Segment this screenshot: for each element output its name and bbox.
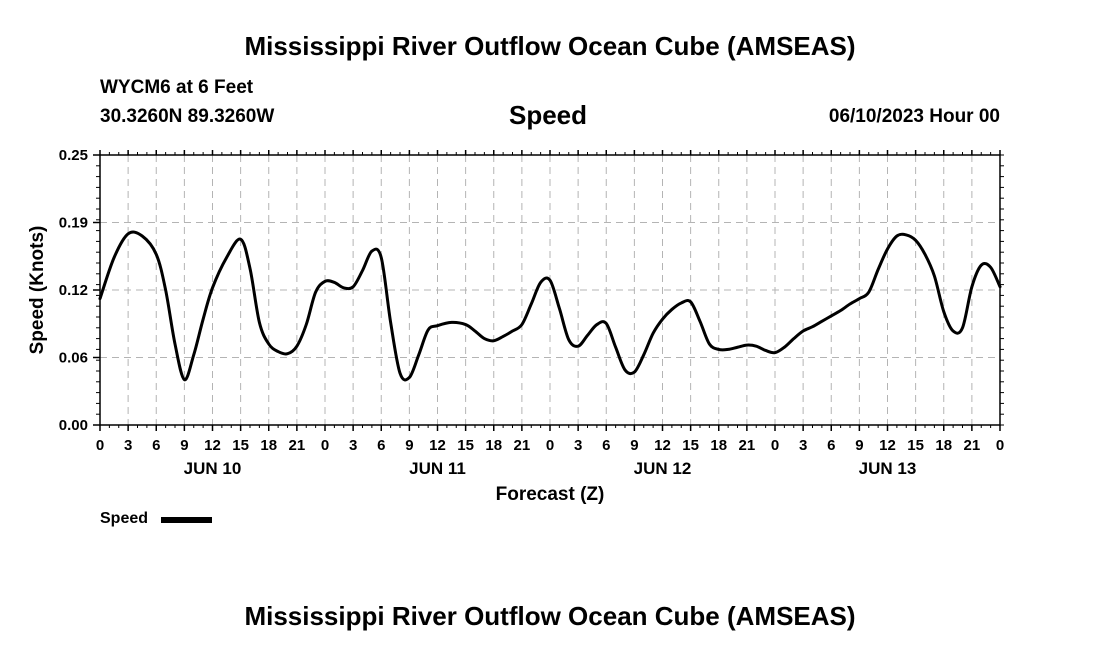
x-tick-label: 18 (710, 437, 727, 454)
x-tick-label: 0 (321, 437, 329, 454)
legend-swatch (161, 517, 212, 523)
x-tick-label: 18 (485, 437, 502, 454)
legend-label: Speed (100, 510, 149, 527)
y-tick-label: 0.06 (59, 350, 88, 367)
variable-title: Speed (509, 100, 588, 130)
x-tick-label: 6 (602, 437, 610, 454)
day-labels: JUN 10 JUN 11 JUN 12 JUN 13 (184, 459, 917, 478)
x-tick-label: 3 (124, 437, 132, 454)
x-tick-label: 15 (232, 437, 249, 454)
x-tick-label: 12 (879, 437, 896, 454)
x-tick-label: 21 (289, 437, 306, 454)
x-tick-label: 12 (429, 437, 446, 454)
x-tick-label: 21 (514, 437, 531, 454)
x-tick-label: 6 (827, 437, 835, 454)
chart-main-title: Mississippi River Outflow Ocean Cube (AM… (244, 31, 856, 61)
x-tick-label: 3 (799, 437, 807, 454)
x-tick-label: 18 (260, 437, 277, 454)
x-tick-label: 0 (546, 437, 554, 454)
x-axis-label: Forecast (Z) (496, 484, 605, 505)
speed-chart: 0.00 0.06 0.12 0.19 0.25 0 3 6 9 12 15 18 21 0 3 6 9 12 1… (27, 147, 1004, 505)
day-label: JUN 11 (409, 459, 466, 478)
y-tick-label: 0.12 (59, 282, 88, 299)
x-tick-label: 3 (349, 437, 357, 454)
x-tick-label: 15 (457, 437, 474, 454)
x-tick-label: 15 (907, 437, 924, 454)
y-axis-label: Speed (Knots) (27, 226, 48, 355)
x-tick-label: 0 (771, 437, 779, 454)
day-label: JUN 10 (184, 459, 242, 478)
x-tick-label: 6 (377, 437, 385, 454)
station-coordinates: 30.3260N 89.3260W (100, 106, 275, 127)
chart-grid (100, 155, 1000, 425)
x-tick-label: 9 (855, 437, 863, 454)
day-label: JUN 12 (634, 459, 692, 478)
y-tick-label: 0.25 (59, 147, 88, 164)
x-tick-label: 21 (964, 437, 981, 454)
x-tick-label: 6 (152, 437, 160, 454)
x-tick-label: 15 (682, 437, 699, 454)
x-tick-label: 9 (180, 437, 188, 454)
x-tick-label: 21 (739, 437, 756, 454)
x-tick-label: 0 (96, 437, 104, 454)
x-tick-label: 12 (654, 437, 671, 454)
x-axis: 0 3 6 9 12 15 18 21 0 3 6 9 12 15 18 21 0 3 6 9 12 15 18 21 0 3 6 9… (96, 150, 1004, 454)
x-tick-label: 18 (935, 437, 952, 454)
forecast-date: 06/10/2023 Hour 00 (828, 106, 1000, 127)
y-tick-label: 0.00 (59, 417, 88, 434)
y-axis: 0.00 0.06 0.12 0.19 0.25 (59, 147, 100, 434)
station-label: WYCM6 at 6 Feet (100, 77, 254, 98)
x-tick-label: 3 (574, 437, 582, 454)
footer-title: Mississippi River Outflow Ocean Cube (AM… (244, 601, 856, 631)
x-tick-label: 9 (405, 437, 413, 454)
x-tick-label: 9 (630, 437, 638, 454)
x-tick-label: 12 (204, 437, 221, 454)
x-tick-label: 0 (996, 437, 1004, 454)
speed-series-line (98, 230, 1002, 382)
y-tick-label: 0.19 (59, 215, 88, 232)
day-label: JUN 13 (859, 459, 917, 478)
